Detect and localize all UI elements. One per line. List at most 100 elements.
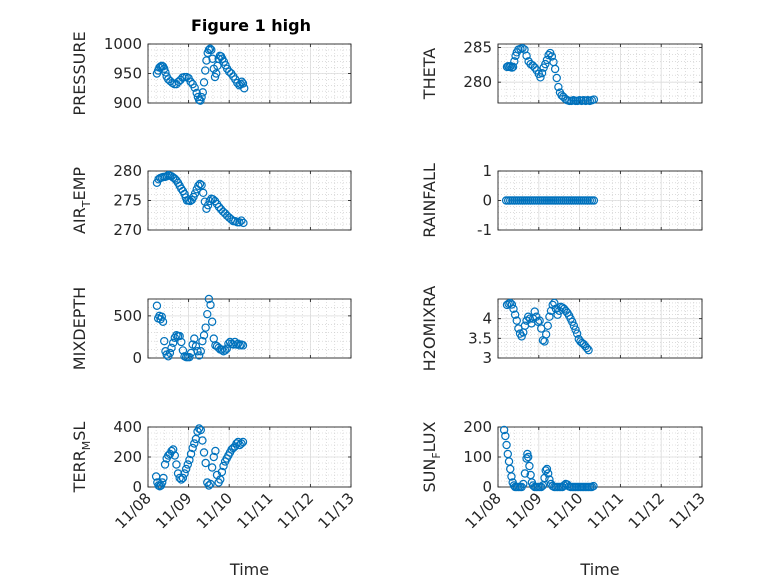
y-axis-label: MIXDEPTH [70,287,89,370]
data-point [542,464,552,474]
data-point [152,301,162,310]
data-point [190,439,199,448]
data-point [204,481,214,490]
data-point [518,43,527,53]
y-tick-label: 100 [463,448,492,466]
data-point [546,306,556,315]
data-point [528,61,537,70]
data-point [554,82,563,92]
data-point [219,461,228,471]
data-point [214,202,224,212]
x-tick-label: 11/13 [666,489,709,532]
data-point [194,351,204,360]
data-point [507,300,517,309]
data-point [209,452,218,462]
data-point [553,310,562,319]
data-point [196,425,205,435]
data-point [202,56,211,65]
y-tick-label: 0 [132,478,142,496]
data-point [207,317,217,326]
data-point [216,475,225,484]
data-point [537,68,547,78]
data-point [512,316,521,325]
data-point [550,298,559,308]
data-point [217,345,227,354]
data-point [589,196,599,205]
x-tick-label: 11/12 [274,489,317,532]
data-point [545,475,554,484]
y-tick-label: 900 [113,94,142,112]
data-point [220,346,230,355]
data-point [517,332,526,341]
x-tick-label: 11/11 [584,489,627,532]
plot-area [498,299,702,358]
data-point [185,352,194,362]
data-point [510,310,520,319]
data-point [535,316,544,325]
data-point [199,331,209,340]
y-tick-label: 270 [113,221,142,239]
data-point [537,482,546,492]
data-point [192,88,201,98]
y-tick-label: 950 [113,65,142,83]
data-point [589,95,599,104]
data-point [205,44,215,53]
x-tick-label: 11/13 [315,489,358,532]
data-point [207,463,217,472]
data-point [589,481,598,491]
data-point [523,452,533,462]
data-point [523,312,533,321]
data-point [572,329,582,338]
data-point [212,69,221,78]
y-axis-label: RAINFALL [420,163,439,238]
data-point [167,343,176,353]
data-point [499,425,509,435]
data-point [180,469,189,478]
data-point [158,478,167,487]
data-point [190,334,199,343]
data-point [186,449,196,459]
data-point [237,216,246,225]
y-tick-label: 3 [482,349,492,367]
data-point [170,451,179,460]
y-tick-label: 1000 [104,35,142,53]
data-point [157,312,167,321]
data-point [208,54,217,63]
data-point [222,344,231,353]
data-point [238,437,248,447]
y-tick-label: 500 [113,307,142,325]
data-point [186,77,195,86]
data-point [206,479,215,489]
data-point [188,443,197,453]
plot-area [148,299,351,358]
y-tick-label: 1 [482,162,492,180]
data-point [201,66,210,75]
data-point [193,347,202,356]
data-point [552,73,561,83]
data-point [240,84,249,93]
y-axis-label: SUNFLUX [420,421,443,492]
data-point [530,307,539,316]
data-point [545,312,554,321]
subplot-7: 0200400TERRMSL11/0811/0911/1011/1111/121… [70,418,358,579]
subplot-6: 3 3.54 H2OMIXRA [420,286,703,371]
x-tick-label: 11/10 [193,489,236,532]
data-point [198,88,208,97]
data-point [199,448,209,457]
subplot-8: 0100200SUNFLUX11/0811/0911/1011/1111/121… [420,418,709,579]
data-point [194,181,203,190]
data-point [197,92,206,102]
axes-box [147,298,352,359]
y-tick-label: 200 [463,418,492,436]
data-point [199,188,208,198]
data-point [196,96,205,105]
x-tick-label: 11/12 [625,489,668,532]
data-point [185,455,194,465]
data-point [501,431,510,441]
data-point [502,440,511,450]
data-point [224,67,234,76]
data-point [210,72,220,82]
data-point [178,346,188,355]
data-point [160,336,169,346]
